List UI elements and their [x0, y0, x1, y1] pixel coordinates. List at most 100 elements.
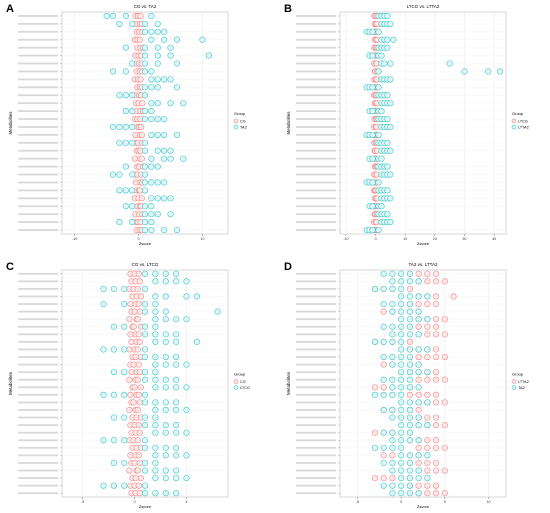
data-point-ltta2 — [433, 459, 440, 467]
metabolite-name-placeholder — [18, 431, 58, 434]
data-point-ta2 — [129, 171, 136, 178]
metabolite-name-placeholder — [18, 295, 58, 298]
x-tick-label: -5 — [81, 500, 84, 504]
data-point-ta2 — [389, 437, 396, 444]
metabolite-name-placeholder — [18, 46, 58, 49]
metabolite-name-placeholder — [18, 272, 58, 275]
data-point-ta2 — [424, 475, 431, 482]
chart-panel-d: D TA2 vs. LTTA2 -5 0 5 10 Zscore Metabolites Gro… — [284, 261, 529, 509]
data-point-ta2 — [129, 139, 136, 146]
legend-swatch — [233, 385, 239, 390]
metabolite-name-placeholder — [18, 401, 58, 404]
data-point-ltcg — [152, 278, 159, 285]
data-point-ltta2 — [375, 131, 382, 138]
data-point-ltcg — [173, 452, 180, 459]
data-point-ltta2 — [380, 475, 387, 482]
data-point-ta2 — [148, 155, 155, 162]
data-point-ltta2 — [433, 399, 440, 406]
data-point-ta2 — [180, 100, 187, 107]
data-point-ltta2 — [424, 482, 431, 489]
data-point-ta2 — [389, 490, 396, 497]
x-tick-label: 5 — [186, 500, 188, 504]
metabolite-name-placeholder — [296, 454, 336, 457]
data-point-ltcg — [373, 123, 380, 131]
data-point-ta2 — [398, 346, 405, 353]
data-point-ltta2 — [433, 422, 440, 429]
data-point-ltta2 — [441, 278, 448, 285]
data-point-ltta2 — [375, 28, 382, 35]
metabolite-name-placeholder — [296, 371, 336, 374]
x-tick-label: -5 — [356, 500, 359, 504]
data-point-ltta2 — [433, 300, 440, 308]
data-point-ta2 — [398, 308, 405, 315]
data-point-ta2 — [148, 179, 155, 186]
data-point-ta2 — [148, 211, 155, 218]
data-point-ta2 — [406, 316, 413, 323]
data-point-ltta2 — [384, 12, 391, 20]
data-point-ta2 — [415, 384, 422, 391]
metabolite-name-placeholder — [18, 454, 58, 457]
metabolite-name-placeholder — [296, 431, 336, 434]
data-point-ltcg — [152, 353, 159, 361]
data-point-ltta2 — [433, 346, 440, 353]
data-point-ta2 — [380, 482, 387, 489]
metabolite-name-placeholder — [18, 78, 58, 81]
data-point-ta2 — [122, 12, 129, 20]
data-point-ltta2 — [384, 44, 391, 51]
data-point-ta2 — [380, 338, 387, 345]
data-point-ltcg — [183, 316, 190, 323]
data-point-ta2 — [148, 84, 155, 91]
data-point-ta2 — [389, 285, 396, 292]
data-point-ltcg — [183, 429, 190, 436]
data-point-ltta2 — [424, 414, 431, 421]
metabolite-name-placeholder — [296, 462, 336, 464]
data-point-ta2 — [154, 100, 161, 107]
data-point-ta2 — [406, 353, 413, 361]
data-point-ltta2 — [375, 179, 382, 186]
data-point-ta2 — [398, 376, 405, 383]
data-point-cg — [134, 376, 141, 383]
data-point-ltcg — [152, 467, 159, 474]
data-point-ltta2 — [415, 353, 422, 361]
metabolite-name-placeholder — [296, 348, 336, 351]
data-point-ta2 — [380, 270, 387, 277]
metabolite-name-placeholder — [18, 424, 58, 427]
data-point-ltcg — [121, 459, 128, 467]
data-point-ta2 — [167, 76, 174, 83]
data-point-ta2 — [380, 391, 387, 398]
metabolite-name-placeholder — [296, 363, 336, 366]
x-tick-label: 0 — [138, 237, 140, 241]
data-point-ltta2 — [424, 391, 431, 398]
data-point-ta2 — [154, 52, 161, 59]
data-point-ta2 — [406, 490, 413, 497]
x-tick-label: 30 — [463, 237, 467, 241]
metabolite-name-placeholder — [296, 484, 336, 487]
data-point-ta2 — [398, 414, 405, 421]
data-point-ltcg — [162, 376, 169, 383]
data-point-ta2 — [116, 20, 123, 27]
data-point-ltcg — [162, 278, 169, 285]
data-point-ta2 — [141, 108, 149, 115]
data-point-ltcg — [162, 384, 169, 391]
data-point-ltcg — [173, 338, 180, 345]
x-tick-label: 0 — [134, 500, 136, 504]
metabolite-name-placeholder — [296, 272, 336, 275]
data-point-ltcg — [152, 422, 159, 429]
metabolite-name-placeholder — [296, 78, 336, 81]
data-point-ltcg — [141, 285, 149, 292]
metabolite-name-placeholder — [296, 280, 336, 283]
metabolite-name-placeholder — [18, 22, 58, 25]
metabolite-name-placeholder — [296, 295, 336, 298]
data-point-ta2 — [380, 459, 387, 467]
legend-title: Group — [512, 372, 524, 377]
metabolite-name-placeholder — [18, 205, 58, 208]
data-point-ta2 — [398, 459, 405, 467]
data-point-cg — [134, 467, 141, 474]
data-point-ltcg — [173, 376, 180, 383]
data-point-ta2 — [161, 179, 168, 186]
data-point-ltta2 — [384, 115, 391, 123]
data-point-ta2 — [116, 219, 123, 226]
data-point-ltta2 — [369, 84, 376, 91]
data-point-ta2 — [406, 331, 413, 338]
